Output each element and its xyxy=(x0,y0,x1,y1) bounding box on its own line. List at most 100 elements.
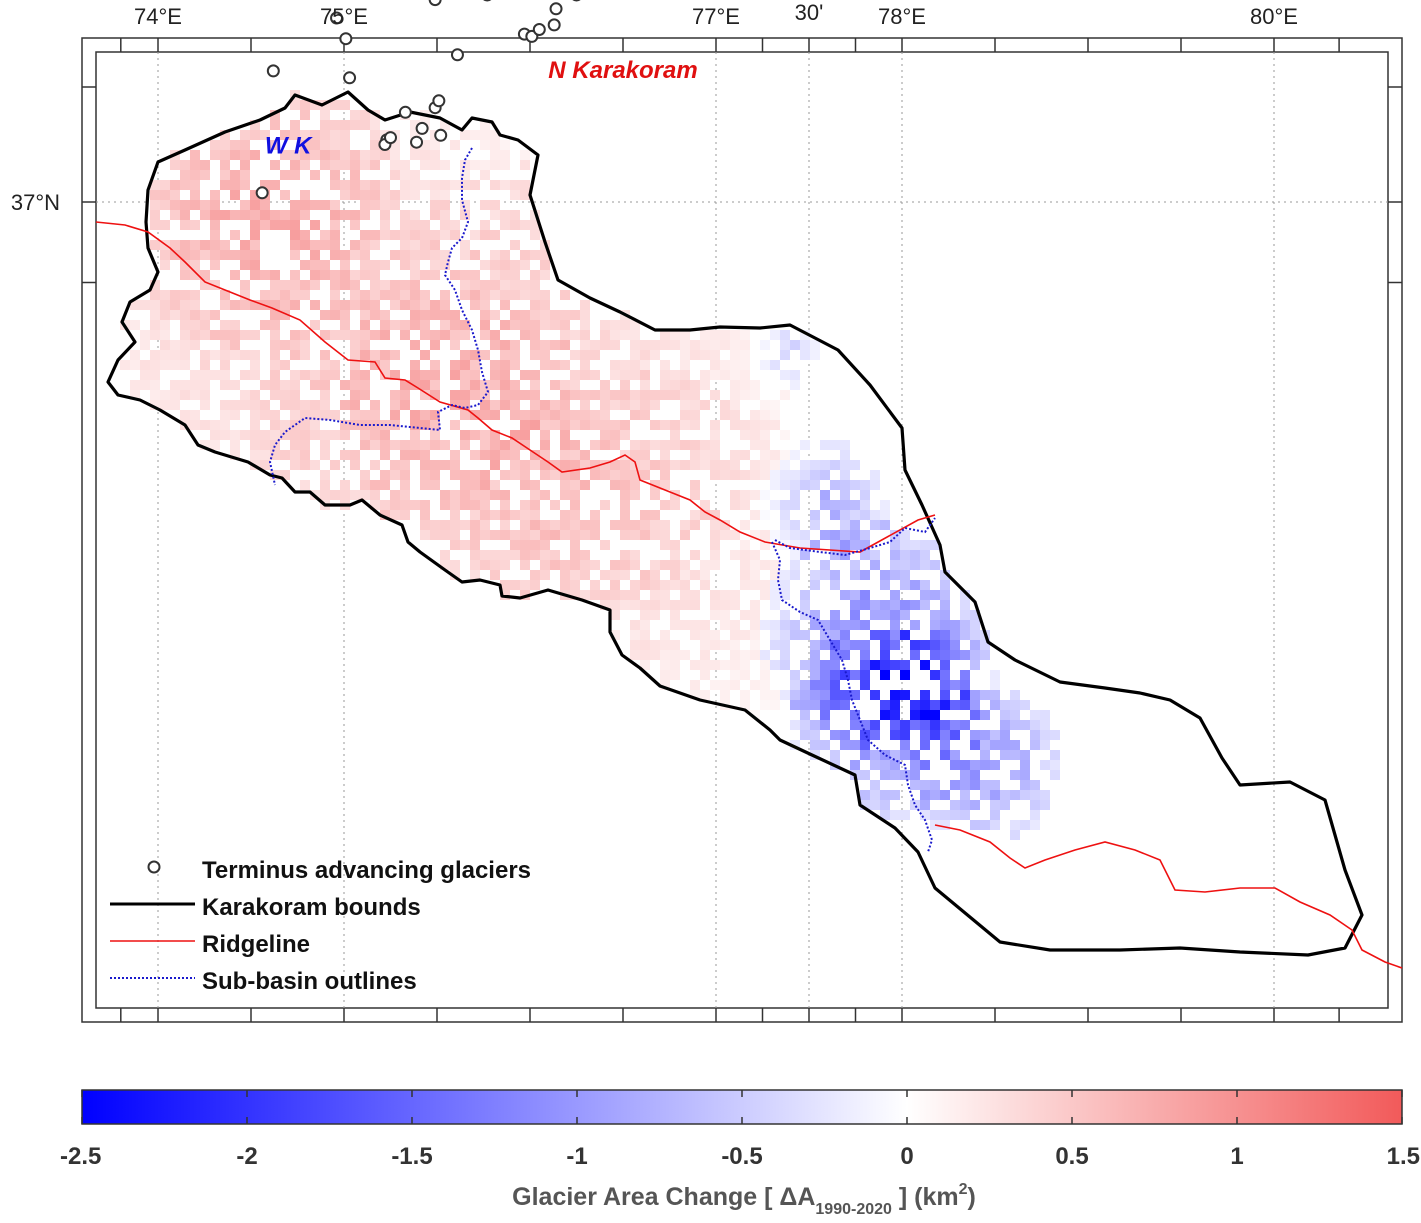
area-change-cell-1090 xyxy=(690,450,700,460)
area-change-cell-954 xyxy=(410,420,420,430)
area-change-cell-83 xyxy=(370,150,380,160)
area-change-cell-1622 xyxy=(670,620,680,630)
area-change-cell-1348 xyxy=(780,520,790,530)
area-change-cell-1588 xyxy=(800,600,810,610)
area-change-cell-381 xyxy=(510,270,520,280)
area-change-cell-510 xyxy=(190,320,200,330)
area-change-cell-256 xyxy=(500,220,510,230)
area-change-cell-1730 xyxy=(720,660,730,670)
area-change-cell-562 xyxy=(420,330,430,340)
area-change-cell-1133 xyxy=(690,460,700,470)
area-change-cell-107 xyxy=(390,160,400,170)
area-change-cell-1910 xyxy=(950,750,960,760)
area-change-cell-967 xyxy=(610,420,620,430)
area-change-cell-1702 xyxy=(650,650,660,660)
area-change-cell-1387 xyxy=(820,530,830,540)
area-change-cell-1225 xyxy=(330,490,340,500)
area-change-cell-1716 xyxy=(880,650,890,660)
area-change-cell-1950 xyxy=(990,780,1000,790)
area-change-cell-1442 xyxy=(800,550,810,560)
area-change-cell-1212 xyxy=(690,480,700,490)
area-change-cell-1233 xyxy=(450,490,460,500)
area-change-cell-464 xyxy=(410,300,420,310)
area-change-cell-476 xyxy=(170,310,180,320)
area-change-cell-1439 xyxy=(740,550,750,560)
area-change-cell-300 xyxy=(410,240,420,250)
area-change-cell-1809 xyxy=(740,700,750,710)
area-change-cell-1646 xyxy=(610,630,620,640)
area-change-cell-611 xyxy=(560,340,570,350)
area-change-cell-1465 xyxy=(620,560,630,570)
area-change-cell-1487 xyxy=(470,570,480,580)
area-change-cell-544 xyxy=(190,330,200,340)
area-change-cell-898 xyxy=(230,410,240,420)
area-change-cell-522 xyxy=(410,320,420,330)
glacier-marker-1 xyxy=(266,64,280,78)
area-change-cell-724 xyxy=(250,370,260,380)
area-change-cell-1022 xyxy=(290,440,300,450)
area-change-cell-1806 xyxy=(990,690,1000,700)
area-change-cell-1410 xyxy=(800,540,810,550)
area-change-cell-1914 xyxy=(1020,750,1030,760)
area-change-cell-1925 xyxy=(970,760,980,770)
area-change-cell-1413 xyxy=(840,540,850,550)
area-change-cell-715 xyxy=(760,360,770,370)
area-change-cell-1390 xyxy=(850,530,860,540)
area-change-cell-450 xyxy=(240,300,250,310)
area-change-cell-322 xyxy=(390,250,400,260)
area-change-cell-426 xyxy=(390,290,400,300)
area-change-cell-813 xyxy=(240,390,250,400)
area-change-cell-1391 xyxy=(860,530,870,540)
area-change-cell-1859 xyxy=(950,720,960,730)
area-change-cell-1561 xyxy=(760,590,770,600)
area-change-cell-491 xyxy=(430,310,440,320)
area-change-cell-1340 xyxy=(640,520,650,530)
area-change-cell-561 xyxy=(400,330,410,340)
area-change-cell-1680 xyxy=(720,640,730,650)
area-change-cell-1419 xyxy=(920,540,930,550)
area-change-cell-77 xyxy=(310,150,320,160)
area-change-cell-488 xyxy=(380,310,390,320)
area-change-cell-580 xyxy=(680,330,690,340)
area-change-cell-1874 xyxy=(920,730,930,740)
area-change-cell-703 xyxy=(560,360,570,370)
area-change-cell-745 xyxy=(570,370,580,380)
area-change-cell-1389 xyxy=(840,530,850,540)
area-change-cell-175 xyxy=(370,190,380,200)
area-change-cell-935 xyxy=(760,410,770,420)
area-change-cell-1542 xyxy=(920,580,930,590)
area-change-cell-1715 xyxy=(860,650,870,660)
area-change-cell-466 xyxy=(430,300,440,310)
area-change-cell-646 xyxy=(300,350,310,360)
area-change-cell-1313 xyxy=(780,510,790,520)
area-change-cell-1063 xyxy=(260,450,270,460)
area-change-cell-1277 xyxy=(670,500,680,510)
area-change-cell-1192 xyxy=(360,480,370,490)
area-change-cell-803 xyxy=(740,380,750,390)
area-change-cell-105 xyxy=(360,160,370,170)
area-change-cell-1301 xyxy=(530,510,540,520)
legend-label-bounds: Karakoram bounds xyxy=(202,894,421,921)
area-change-cell-1287 xyxy=(850,500,860,510)
area-change-cell-1457 xyxy=(520,560,530,570)
area-change-cell-500 xyxy=(550,310,560,320)
area-change-cell-1177 xyxy=(730,470,740,480)
area-change-cell-1777 xyxy=(820,680,830,690)
area-change-cell-1514 xyxy=(890,570,900,580)
area-change-cell-1116 xyxy=(520,460,530,470)
area-change-cell-1929 xyxy=(1040,760,1050,770)
area-change-cell-679 xyxy=(150,360,160,370)
area-change-cell-90 xyxy=(500,150,510,160)
area-change-cell-162 xyxy=(150,190,160,200)
area-change-cell-807 xyxy=(150,390,160,400)
area-change-cell-571 xyxy=(560,330,570,340)
area-change-cell-1518 xyxy=(510,580,520,590)
area-change-cell-1040 xyxy=(540,440,550,450)
area-change-cell-1165 xyxy=(550,470,560,480)
area-change-cell-1626 xyxy=(720,620,730,630)
area-change-cell-626 xyxy=(730,340,740,350)
area-change-cell-555 xyxy=(330,330,340,340)
area-change-cell-1485 xyxy=(930,560,940,570)
area-change-cell-1694 xyxy=(920,640,930,650)
area-change-cell-429 xyxy=(420,290,430,300)
